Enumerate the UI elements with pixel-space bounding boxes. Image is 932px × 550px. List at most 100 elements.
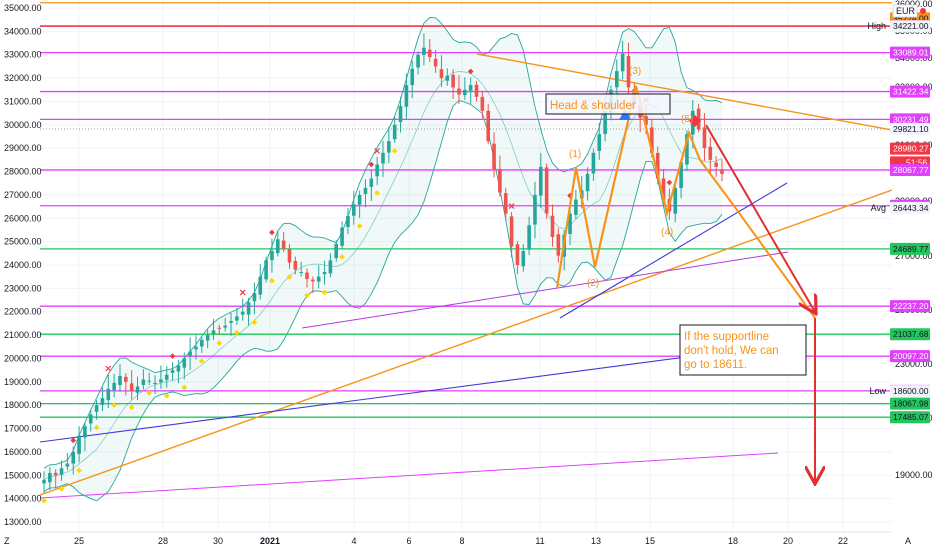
right-price-axis[interactable]: 19000.0021000.0023000.0025000.0027000.00…: [892, 0, 932, 532]
price-tag-value: 29821.10: [893, 124, 929, 134]
candle-body: [281, 240, 286, 249]
candle-body: [626, 55, 631, 88]
left-tick-label: 30000.00: [4, 120, 42, 130]
candle-body: [170, 370, 175, 373]
price-tag[interactable]: Low 18600.00: [869, 385, 930, 398]
left-price-axis[interactable]: 13000.00 14000.00 15000.00 16000.00 17000.00…: [4, 3, 42, 527]
candle-body: [147, 380, 152, 382]
candle-body: [445, 75, 450, 81]
cross-signal-icon: [508, 203, 515, 209]
note-line-2: don't hold, We can: [684, 345, 779, 357]
candle-body: [287, 249, 292, 263]
price-tag[interactable]: 33089.01: [890, 46, 930, 59]
candle-body: [217, 327, 222, 329]
time-tick-label: 15: [645, 536, 655, 546]
buy-signal-icon: [356, 223, 363, 229]
buy-signal-icon: [76, 467, 82, 474]
price-tag[interactable]: 30231.49: [890, 113, 930, 126]
candle-body: [486, 110, 491, 142]
note-callout[interactable]: If the supportline don't hold, We can go…: [679, 324, 807, 376]
projection-arrow-1[interactable]: [705, 124, 815, 312]
time-tick-label: 25: [74, 536, 84, 546]
sell-signal-icon: [467, 68, 474, 75]
price-tag[interactable]: 17485.07: [890, 411, 930, 424]
horizontal-levels: [40, 2, 892, 418]
wave-path[interactable]: [555, 85, 702, 289]
candle-body: [42, 479, 46, 484]
candle-body: [311, 279, 315, 282]
left-tick-label: 21000.00: [4, 330, 42, 340]
price-tag[interactable]: 28067.77: [890, 163, 930, 176]
left-tick-label: 14000.00: [4, 494, 42, 504]
candle-body: [655, 152, 660, 179]
candle-body: [463, 89, 467, 96]
candle-body: [194, 346, 198, 350]
projection-path[interactable]: [699, 159, 816, 319]
left-tick-label: 18000.00: [4, 400, 42, 410]
price-tag[interactable]: 18067.98: [890, 397, 930, 410]
candle-body: [363, 187, 368, 194]
candle-body: [112, 382, 116, 391]
head-shoulder-box[interactable]: Head & shoulder: [545, 93, 671, 115]
candle-body: [574, 199, 578, 215]
candle-body: [53, 472, 58, 476]
trendline-orange-long[interactable]: [39, 189, 893, 496]
cross-signal-icon: [239, 289, 246, 296]
price-tag[interactable]: 31422.34: [890, 85, 930, 98]
candle-body: [246, 302, 251, 315]
trendline-blue-short[interactable]: [559, 182, 788, 319]
candle-body: [392, 124, 397, 140]
trendline-orange-top[interactable]: [476, 53, 893, 131]
price-tag[interactable]: 24689.77: [890, 242, 930, 255]
left-tick-label: 31000.00: [4, 96, 42, 106]
candle-body: [539, 166, 543, 196]
candle-body: [614, 71, 619, 88]
price-tag-value: 26443.34: [893, 203, 929, 213]
time-axis[interactable]: 25 28 30 2021 4 6 8 11 13 15 18 20 22: [40, 531, 892, 546]
price-tag[interactable]: 28980.27: [890, 142, 930, 155]
price-tag-value: 28980.27: [893, 144, 929, 154]
buy-signal-icon: [216, 340, 223, 346]
candle-body: [258, 276, 263, 295]
price-tag-bg: [890, 85, 930, 98]
candle-body: [650, 127, 654, 153]
price-tag-bg: [890, 201, 930, 214]
candle-body: [404, 85, 409, 107]
wave-label-4: (4): [661, 227, 673, 238]
price-tag-bg: [890, 20, 930, 33]
trendline-magenta-mid[interactable]: [301, 251, 789, 329]
time-tick-label: 4: [351, 536, 356, 546]
price-tag[interactable]: 29821.10: [890, 122, 930, 135]
candle-body: [211, 330, 216, 335]
left-tick-label: 28000.00: [4, 167, 42, 177]
price-tag-bg: [890, 46, 930, 59]
band-fill: [44, 17, 722, 501]
price-tag-value: 20097.20: [893, 351, 929, 361]
candle-body: [398, 106, 403, 123]
candle-body: [708, 146, 713, 160]
price-tag[interactable]: 20097.20: [890, 350, 930, 363]
price-tag[interactable]: Avg 26443.34: [871, 201, 930, 214]
candle-body: [71, 451, 76, 464]
candle-body: [235, 316, 239, 321]
price-tag[interactable]: High 34221.00: [867, 20, 930, 33]
trendline-magenta-long[interactable]: [39, 452, 779, 499]
candle-body: [159, 379, 163, 383]
buy-signal-icon: [111, 402, 117, 408]
price-tag[interactable]: 21037.68: [890, 328, 930, 341]
trendline-blue-long[interactable]: [39, 341, 801, 443]
candle-body: [188, 351, 192, 357]
candle-body: [375, 164, 379, 177]
left-tick-label: 29000.00: [4, 143, 42, 153]
time-tick-label: 13: [591, 536, 601, 546]
candle-body: [451, 74, 455, 88]
candle-body: [468, 85, 473, 91]
time-tick-label: 22: [838, 536, 848, 546]
corner-right-label[interactable]: A: [905, 536, 911, 546]
candle-body: [153, 382, 157, 384]
left-tick-label: 15000.00: [4, 470, 42, 480]
price-tag[interactable]: 22237.20: [890, 300, 930, 313]
currency-label[interactable]: EUR: [892, 4, 926, 18]
candle-body: [474, 84, 479, 97]
